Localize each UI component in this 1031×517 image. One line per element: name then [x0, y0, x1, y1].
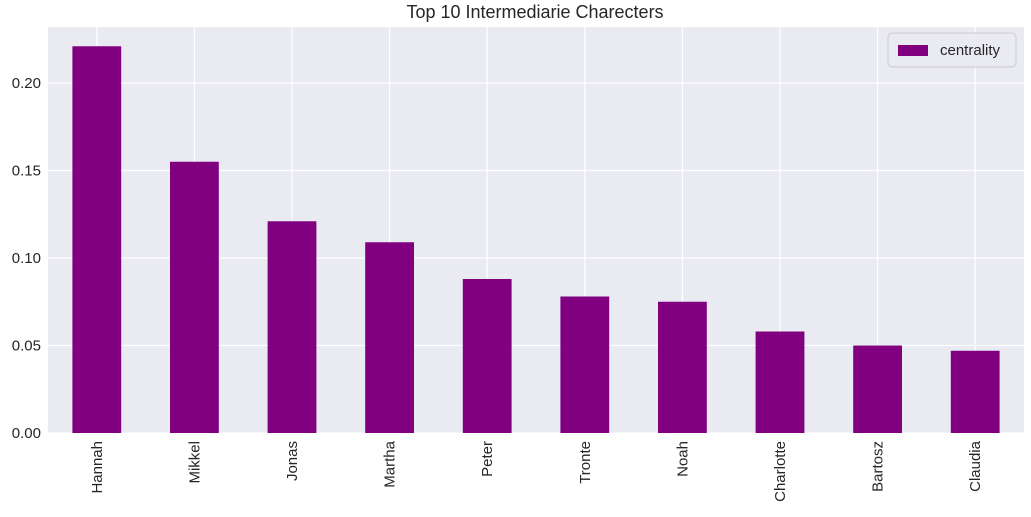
- bar-noah: [658, 301, 707, 433]
- x-tick-label: Jonas: [284, 441, 301, 481]
- bar-martha: [365, 242, 414, 433]
- bar-peter: [462, 279, 512, 433]
- bar-hannah: [72, 46, 122, 433]
- legend-box: [887, 32, 1017, 68]
- y-tick-label: 0.05: [12, 338, 41, 355]
- legend: centrality: [887, 32, 1017, 68]
- x-tick-label: Tronte: [577, 441, 594, 484]
- y-tick-label: 0.15: [12, 163, 41, 180]
- bar-charlotte: [755, 331, 805, 433]
- y-tick-label: 0.20: [12, 75, 41, 92]
- legend-label: centrality: [940, 42, 1001, 59]
- x-tick-label: Noah: [674, 441, 691, 477]
- y-tick-label: 0.10: [12, 250, 41, 267]
- x-tick-label: Mikkel: [186, 441, 203, 484]
- bar-bartosz: [853, 345, 902, 433]
- x-axis: Hannah Mikkel Jonas Martha Peter Tronte Noah Ch…: [89, 440, 984, 502]
- y-tick-label: 0.00: [12, 425, 41, 442]
- chart-title: Top 10 Intermediarie Charecters: [406, 2, 663, 22]
- x-tick-label: Claudia: [967, 440, 984, 492]
- x-tick-label: Martha: [382, 440, 399, 487]
- bar-mikkel: [170, 161, 219, 433]
- y-axis: 0.00 0.05 0.10 0.15 0.20: [12, 75, 41, 442]
- bars: [72, 46, 1000, 433]
- x-tick-label: Bartosz: [870, 441, 887, 492]
- x-tick-label: Hannah: [89, 441, 106, 494]
- legend-swatch: [898, 45, 928, 56]
- bar-claudia: [950, 350, 1000, 433]
- bar-tronte: [560, 296, 610, 433]
- x-tick-label: Charlotte: [772, 441, 789, 502]
- x-tick-label: Peter: [479, 441, 496, 477]
- bar-jonas: [267, 221, 317, 433]
